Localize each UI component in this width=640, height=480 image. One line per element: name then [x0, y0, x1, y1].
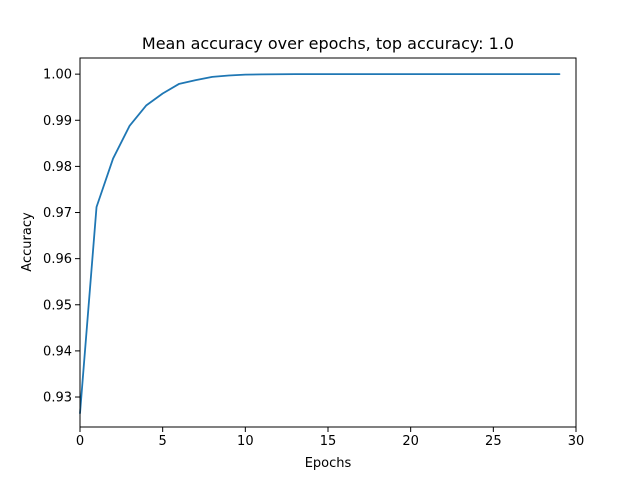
- x-tick-label: 0: [76, 434, 84, 449]
- y-tick-label: 0.95: [43, 298, 72, 313]
- y-tick-label: 0.98: [43, 160, 72, 175]
- y-tick-label: 0.96: [43, 252, 72, 267]
- y-axis-label: Accuracy: [20, 212, 35, 272]
- x-tick-label: 10: [237, 434, 254, 449]
- x-tick-label: 15: [320, 434, 337, 449]
- x-tick-label: 30: [568, 434, 585, 449]
- x-tick-label: 20: [402, 434, 419, 449]
- chart-title: Mean accuracy over epochs, top accuracy:…: [142, 34, 514, 53]
- y-tick-label: 1.00: [43, 68, 72, 83]
- x-axis-label: Epochs: [305, 456, 352, 471]
- plot-area: 0 5 10 15 20 25 30 0.93 0.94 0.95 0.96 0.97 0.98 0.99…: [43, 57, 585, 449]
- y-tick-label: 0.94: [43, 344, 72, 359]
- y-tick-label: 0.99: [43, 114, 72, 129]
- y-tick-label: 0.93: [43, 391, 72, 406]
- accuracy-line-series-1: [79, 73, 561, 415]
- x-tick-label: 5: [159, 434, 167, 449]
- x-tick-label: 25: [485, 434, 502, 449]
- y-tick-label: 0.97: [43, 206, 72, 221]
